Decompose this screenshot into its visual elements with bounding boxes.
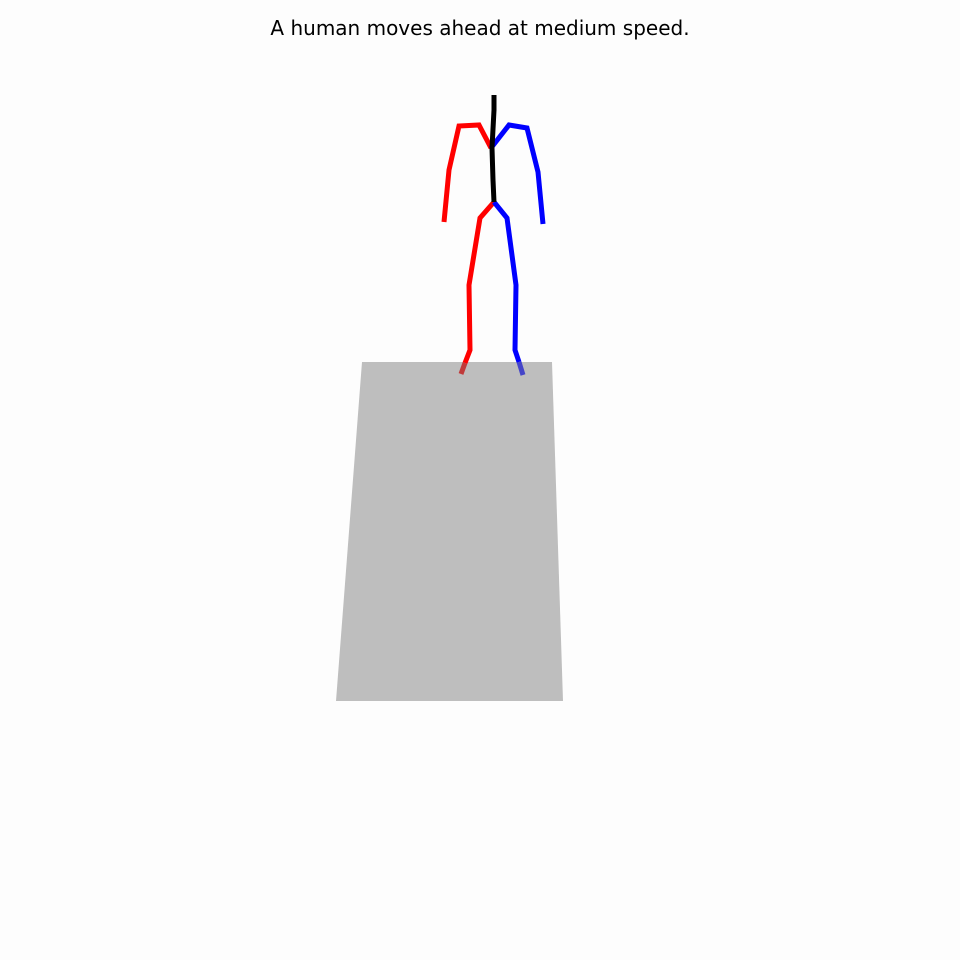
right-leg — [462, 200, 496, 364]
left-foot — [516, 361, 526, 376]
spine — [489, 95, 497, 203]
right-arm — [441, 122, 494, 223]
left-arm — [489, 122, 546, 225]
left-leg — [492, 200, 522, 363]
skeleton-figure — [441, 95, 546, 376]
ground-plane — [336, 362, 563, 701]
motion-caption: A human moves ahead at medium speed. — [270, 16, 690, 40]
right-foot — [458, 362, 468, 375]
